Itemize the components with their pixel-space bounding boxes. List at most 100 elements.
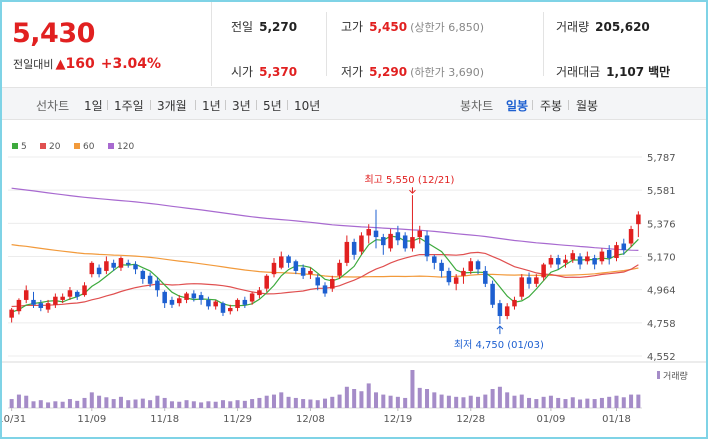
candle-body	[592, 258, 597, 265]
volume-bar	[512, 395, 517, 408]
divider	[543, 12, 544, 76]
candle-body	[563, 259, 568, 263]
volume-bar	[220, 400, 225, 408]
candle-body	[191, 293, 197, 299]
candle-body	[519, 277, 525, 297]
period-1d[interactable]: 1일	[84, 99, 103, 113]
volume-bar	[607, 396, 612, 408]
candle-body	[555, 258, 561, 265]
separator	[256, 100, 257, 110]
volume-bar	[359, 391, 364, 408]
volume-bar	[374, 392, 379, 408]
candle-body	[534, 277, 539, 284]
candle-body	[198, 295, 204, 300]
low-arrow	[496, 325, 504, 335]
candle-body	[23, 290, 29, 300]
candle-body	[82, 285, 87, 296]
legend-swatch	[40, 143, 46, 149]
candle-body	[206, 299, 211, 307]
candle-body	[257, 290, 262, 296]
tab-monthly[interactable]: 월봉	[576, 99, 599, 113]
volume-bar	[439, 394, 444, 408]
stat-value: 205,620	[595, 20, 650, 34]
volume-bar	[228, 401, 233, 408]
candle-body	[16, 299, 22, 312]
y-tick-label: 4,552	[647, 352, 676, 363]
legend-swatch	[108, 143, 114, 149]
tab-daily[interactable]: 일봉	[506, 99, 529, 113]
volume-bar	[337, 394, 342, 408]
price-axis: 5,787 5,581 5,376 5,170 4,964 4,758 4,552	[647, 153, 676, 363]
candle-body	[169, 299, 175, 305]
volume-bar	[403, 397, 408, 408]
volume-bar	[476, 396, 481, 408]
stock-chart: 5 20 60 120 5,787 5,581 5,376 5,170 4,964 4,758 4…	[2, 142, 706, 425]
volume-bar	[490, 389, 495, 408]
period-3m[interactable]: 3개월	[157, 99, 187, 113]
candle-body	[621, 243, 627, 250]
volume-bar	[629, 394, 634, 408]
candle-body	[315, 277, 320, 286]
period-1w[interactable]: 1주일	[114, 99, 144, 113]
legend-swatch	[12, 143, 18, 149]
volume-bar	[592, 399, 597, 408]
candle-body	[344, 241, 350, 263]
candle-body	[388, 233, 393, 249]
candle-body	[468, 261, 474, 271]
candle-body	[461, 270, 466, 276]
candle-body	[300, 267, 306, 276]
stat-sub: (하한가 3,690)	[410, 66, 484, 79]
volume-bar	[271, 394, 276, 408]
volume-bar	[250, 399, 255, 408]
x-tick-label: 11/09	[77, 414, 106, 425]
volume-bar	[53, 401, 58, 408]
volume-bar	[315, 400, 320, 408]
volume-bar	[527, 397, 532, 408]
volume-bar	[46, 402, 51, 408]
volume-bar	[24, 395, 29, 408]
volume-bar	[578, 399, 583, 408]
candle-body	[155, 280, 160, 291]
x-tick-label: 12/08	[296, 414, 325, 425]
candle-body	[38, 303, 44, 308]
candle-body	[104, 261, 109, 271]
volume-bar	[60, 401, 65, 408]
volume-bar	[352, 389, 357, 408]
candle-body	[235, 299, 240, 308]
stat-label: 거래대금	[556, 65, 601, 79]
tab-weekly[interactable]: 주봉	[540, 99, 563, 113]
volume-bar	[330, 396, 335, 408]
candle-chart-label[interactable]: 봉차트	[460, 99, 494, 113]
y-tick-label: 5,581	[647, 186, 676, 197]
x-tick-label: 12/19	[383, 414, 412, 425]
stat-value: 5,450	[369, 20, 408, 34]
period-3y[interactable]: 3년	[232, 99, 251, 113]
candle-body	[614, 245, 619, 259]
separator	[568, 100, 569, 110]
stat-sub: (상한가 6,850)	[410, 21, 484, 34]
period-10y[interactable]: 10년	[294, 99, 321, 113]
volume-bar	[148, 400, 153, 408]
volume-bar	[38, 400, 43, 408]
candle-body	[60, 296, 65, 300]
volume-bar	[556, 397, 561, 408]
volume-bar	[519, 394, 524, 408]
period-1y[interactable]: 1년	[202, 99, 221, 113]
chart-grid	[2, 156, 706, 409]
period-5y[interactable]: 5년	[263, 99, 282, 113]
volume-bar	[155, 395, 160, 408]
candle-body	[228, 307, 233, 312]
candle-body	[628, 229, 634, 244]
x-tick-label: 11/29	[223, 414, 252, 425]
y-tick-label: 4,964	[647, 286, 676, 297]
volume-bar	[118, 396, 123, 408]
volume-bar	[570, 397, 575, 408]
volume-bar	[162, 397, 167, 408]
volume-bar	[67, 399, 72, 408]
candle-body	[67, 290, 73, 297]
candle-body	[359, 235, 364, 252]
volume-bar	[454, 396, 459, 408]
candle-body	[373, 230, 379, 238]
volume-bar	[395, 396, 400, 408]
line-chart-label[interactable]: 선차트	[36, 99, 70, 113]
